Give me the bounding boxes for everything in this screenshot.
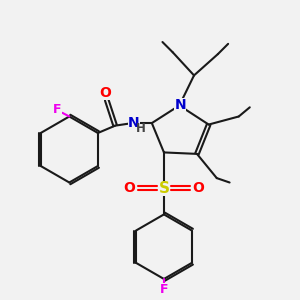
Text: N: N (174, 98, 186, 112)
Text: O: O (193, 181, 204, 195)
Text: N: N (128, 116, 140, 130)
Text: H: H (136, 122, 146, 135)
Text: S: S (158, 181, 169, 196)
Text: O: O (99, 86, 111, 100)
Text: F: F (53, 103, 62, 116)
Text: O: O (124, 181, 135, 195)
Text: F: F (160, 283, 168, 296)
